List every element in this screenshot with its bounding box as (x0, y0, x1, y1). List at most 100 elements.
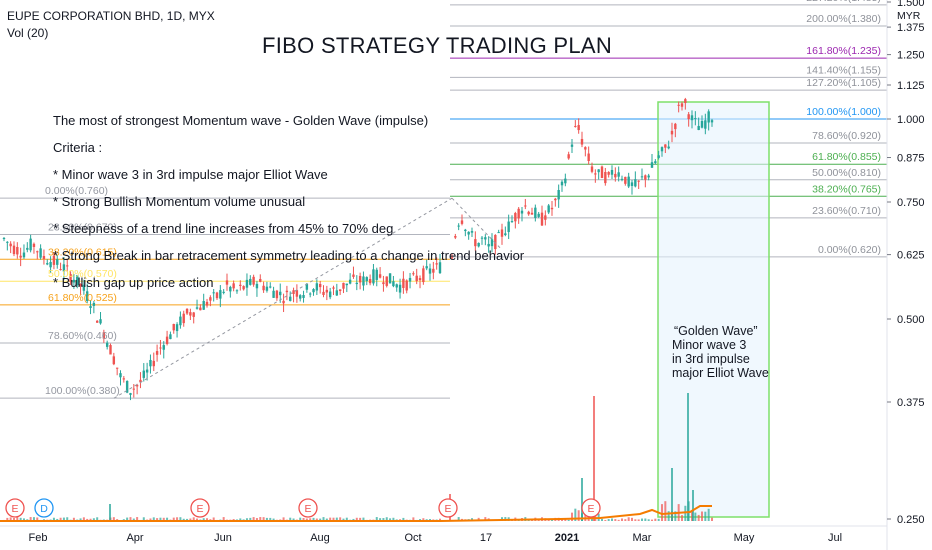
volume-bar (392, 517, 395, 521)
volume-bars (0, 393, 713, 522)
volume-bar (315, 518, 318, 521)
candle-body (315, 283, 319, 291)
event-marker-circle (581, 498, 601, 518)
candle-body (112, 356, 116, 365)
volume-bar (32, 517, 35, 521)
volume-bar (339, 517, 342, 521)
candle-body (262, 285, 265, 291)
candle-body (610, 169, 614, 175)
volume-bar (674, 511, 677, 521)
candle-body (165, 336, 169, 344)
candle-body (76, 275, 79, 286)
fib-label-right: 127.20%(1.105) (806, 77, 881, 89)
candle-body (590, 166, 594, 172)
candle-body (152, 360, 155, 367)
event-marker-label: E (587, 503, 594, 515)
candle-body (425, 266, 428, 269)
volume-spike (581, 478, 583, 521)
candle-body (92, 302, 96, 306)
volume-bar (72, 517, 75, 521)
volume-bar (651, 519, 653, 521)
candle-body (145, 369, 149, 373)
volume-bar (697, 514, 700, 521)
candle-body (135, 384, 139, 387)
candle-body (259, 278, 262, 282)
candle-body (132, 388, 136, 390)
candle-body (102, 332, 106, 339)
volume-bar (66, 517, 69, 521)
candle-body (408, 277, 412, 282)
volume-bar (647, 519, 650, 521)
volume-bar (379, 518, 382, 521)
criteria-item: * Bullish gap up price action (53, 275, 214, 290)
candle-body (189, 312, 192, 316)
candle-body (375, 269, 378, 280)
volume-bar (222, 517, 225, 521)
criteria-item: * Strong Bullish Momentum volume unusual (53, 194, 306, 209)
price-tick-label: 1.125 (897, 80, 925, 92)
volume-bar (79, 518, 82, 521)
volume-bar (551, 519, 553, 521)
candle-body (524, 205, 527, 207)
volume-bar (604, 519, 607, 521)
volume-bar (484, 517, 487, 521)
volume-bar (162, 517, 165, 521)
candle-body (607, 172, 610, 175)
candle-body (249, 278, 252, 285)
candle-body (637, 180, 640, 182)
volume-bar (637, 519, 640, 521)
candle-body (365, 277, 368, 282)
fib-label-right: 0.00%(0.620) (818, 244, 881, 256)
volume-bar (289, 517, 292, 521)
volume-bar (322, 517, 325, 521)
candle-body (480, 237, 484, 239)
candle-body (657, 155, 660, 158)
candle-body (245, 279, 249, 288)
candle-body (332, 287, 335, 289)
candle-body (564, 178, 567, 184)
price-tick-label: 1.375 (897, 22, 925, 34)
candle-body (235, 290, 239, 292)
volume-bar (601, 518, 603, 521)
candle-body (255, 283, 259, 289)
fib-label-right: 38.20%(0.765) (812, 183, 881, 195)
candle-body (105, 342, 109, 347)
volume-indicator-label: Vol (20) (7, 26, 49, 40)
volume-bar (382, 518, 385, 521)
candle-body (402, 278, 405, 289)
candle-body (39, 248, 42, 258)
volume-bar (82, 517, 85, 521)
candle-body (32, 243, 36, 247)
price-tick-label: 1.000 (897, 114, 925, 126)
candle-body (470, 231, 474, 233)
criteria-label: Criteria : (53, 140, 103, 155)
volume-bar (212, 517, 215, 521)
candle-body (435, 263, 438, 265)
volume-bar (335, 517, 338, 521)
symbol-line: EUPE CORPORATION BHD, 1D, MYX (7, 9, 215, 23)
volume-bar (312, 517, 315, 521)
candle-body (684, 99, 687, 104)
golden-wave-rect (657, 101, 770, 518)
candle-body (125, 380, 129, 393)
volume-bar (159, 517, 162, 521)
candle-body (574, 125, 577, 127)
volume-bar (332, 517, 335, 521)
candle-body (432, 268, 435, 273)
time-axis: Feb Apr Jun Aug Oct 17 2021 Mar May Jul (0, 525, 887, 544)
event-marker-label: E (196, 503, 203, 515)
candle-body (560, 181, 564, 186)
candle-body (242, 286, 245, 290)
volume-spike (671, 468, 673, 521)
candle-body (279, 291, 282, 296)
volume-bar (196, 518, 199, 521)
candle-body (36, 251, 39, 253)
candle-body (372, 269, 375, 284)
candle-body (82, 284, 86, 291)
volume-bar (22, 518, 25, 521)
candle-body (62, 264, 66, 272)
volume-bar (269, 517, 272, 521)
volume-bar (362, 517, 365, 521)
candle-body (577, 125, 580, 131)
